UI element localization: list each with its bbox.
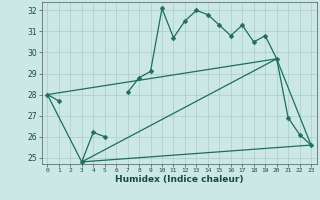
X-axis label: Humidex (Indice chaleur): Humidex (Indice chaleur) xyxy=(115,175,244,184)
